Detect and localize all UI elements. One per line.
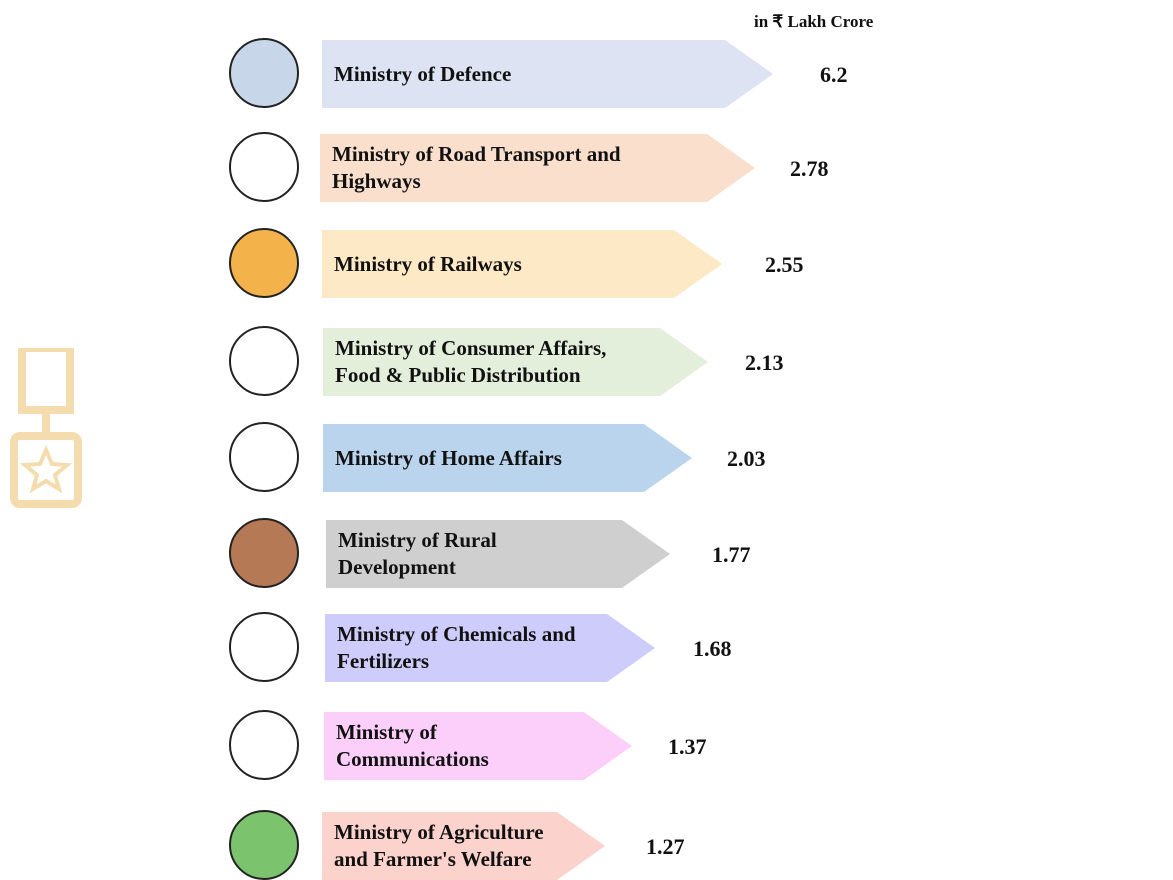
- ministry-icon: [229, 326, 299, 396]
- ministry-name: Ministry of Rural: [338, 527, 670, 554]
- ministry-icon: [229, 612, 299, 682]
- ministry-arrow: Ministry of Railways: [322, 230, 722, 298]
- allocation-value: 2.55: [765, 252, 804, 278]
- allocation-value: 2.78: [790, 156, 829, 182]
- ministry-name: Food & Public Distribution: [335, 362, 708, 389]
- ministry-icon: [229, 518, 299, 588]
- ministry-name: Communications: [336, 746, 632, 773]
- ministry-name: Ministry of: [336, 719, 632, 746]
- ministry-name: Fertilizers: [337, 648, 655, 675]
- ministry-name: Ministry of Road Transport and: [332, 141, 755, 168]
- ministry-name: Ministry of Chemicals and: [337, 621, 655, 648]
- allocation-value: 1.77: [712, 542, 751, 568]
- ministry-arrow: Ministry of Consumer Affairs,Food & Publ…: [323, 328, 708, 396]
- unit-note: in ₹ Lakh Crore: [754, 12, 873, 32]
- allocation-value: 1.37: [668, 734, 707, 760]
- allocation-value: 6.2: [820, 62, 848, 88]
- ministry-arrow: Ministry of Defence: [322, 40, 773, 108]
- allocation-value: 2.13: [745, 350, 784, 376]
- ministry-icon: [229, 132, 299, 202]
- ministry-name: Development: [338, 554, 670, 581]
- ministry-icon: [229, 810, 299, 880]
- ministry-name: Ministry of Agriculture: [334, 819, 605, 846]
- ministry-icon: [229, 710, 299, 780]
- allocation-value: 1.27: [646, 834, 685, 860]
- ministry-name: Ministry of Home Affairs: [335, 445, 692, 472]
- ministry-name: Ministry of Defence: [334, 61, 773, 88]
- allocation-value: 2.03: [727, 446, 766, 472]
- ministry-name: Ministry of Railways: [334, 251, 722, 278]
- allocation-value: 1.68: [693, 636, 732, 662]
- ministry-name: and Farmer's Welfare: [334, 846, 605, 873]
- ministry-icon: [229, 422, 299, 492]
- page: in ₹ Lakh Crore Ministry of Defence 6.2 Mi…: [0, 0, 1173, 879]
- ministry-icon: [229, 38, 299, 108]
- ministry-arrow: Ministry of Home Affairs: [323, 424, 692, 492]
- ministry-icon: [229, 228, 299, 298]
- ministry-name: Highways: [332, 168, 755, 195]
- ministry-name: Ministry of Consumer Affairs,: [335, 335, 708, 362]
- watermark-logo: [10, 348, 82, 508]
